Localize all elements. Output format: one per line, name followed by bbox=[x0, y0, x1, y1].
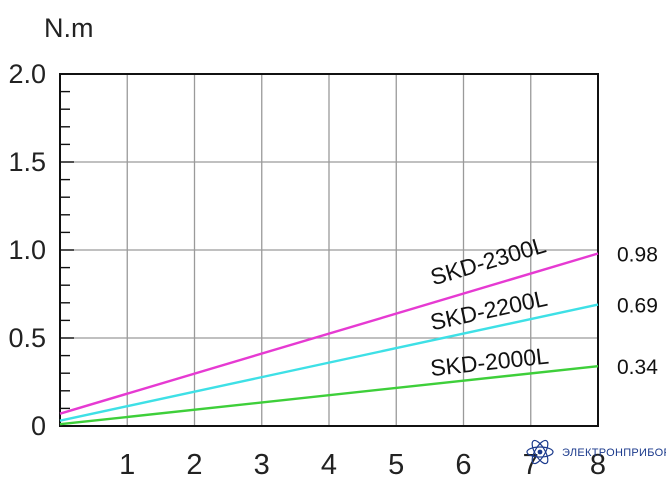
y-tick-label: 0.5 bbox=[8, 323, 46, 353]
x-tick-label: 5 bbox=[388, 449, 404, 480]
series-line bbox=[59, 252, 599, 415]
y-axis-minor-ticks bbox=[60, 90, 74, 410]
watermark: ЭЛЕКТРОНПРИБОР bbox=[526, 439, 666, 465]
end-value-label: 0.69 bbox=[617, 295, 658, 318]
x-tick-label: 6 bbox=[455, 449, 471, 480]
x-tick-label: 3 bbox=[254, 449, 270, 480]
series-line bbox=[59, 364, 599, 426]
atom-logo-icon bbox=[526, 439, 554, 465]
y-tick-label: 0 bbox=[31, 411, 46, 441]
series-line bbox=[59, 303, 599, 422]
y-axis-unit-label: N.m bbox=[44, 13, 94, 43]
x-tick-label: 7 bbox=[523, 449, 539, 480]
end-value-label: 0.34 bbox=[617, 356, 658, 379]
y-tick-label: 2.0 bbox=[8, 59, 46, 89]
x-tick-label: 2 bbox=[186, 449, 202, 480]
series-name-label: SKD-2000L bbox=[429, 342, 550, 381]
x-tick-label: 1 bbox=[119, 449, 135, 480]
x-tick-label: 8 bbox=[590, 449, 606, 480]
end-value-label: 0.98 bbox=[617, 244, 658, 267]
y-tick-label: 1.0 bbox=[8, 235, 46, 265]
series-lines bbox=[59, 252, 599, 426]
y-tick-label: 1.5 bbox=[8, 147, 46, 177]
x-tick-label: 4 bbox=[321, 449, 337, 480]
grid bbox=[60, 74, 598, 426]
watermark-text: ЭЛЕКТРОНПРИБОР bbox=[562, 447, 666, 459]
